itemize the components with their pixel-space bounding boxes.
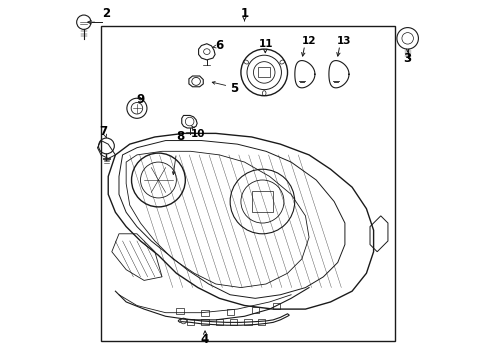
Bar <box>273 303 280 309</box>
Text: 12: 12 <box>301 36 316 46</box>
Text: 11: 11 <box>258 40 273 49</box>
Bar <box>101 26 394 341</box>
Text: 8: 8 <box>176 130 183 144</box>
Text: 6: 6 <box>215 39 223 52</box>
Bar <box>201 319 208 325</box>
Text: 5: 5 <box>229 82 237 95</box>
Bar <box>201 310 208 316</box>
Text: 9: 9 <box>136 93 144 106</box>
Text: 10: 10 <box>190 129 204 139</box>
Bar <box>226 309 233 315</box>
Text: 7: 7 <box>99 125 107 138</box>
Bar <box>230 319 237 325</box>
Text: 4: 4 <box>201 333 209 346</box>
Text: 2: 2 <box>102 7 110 20</box>
Bar <box>258 67 270 77</box>
Text: 13: 13 <box>336 36 351 46</box>
Bar <box>215 319 223 325</box>
Bar <box>251 191 273 212</box>
Bar <box>258 319 265 325</box>
Text: 1: 1 <box>240 7 248 20</box>
Bar <box>176 308 183 314</box>
Text: 3: 3 <box>403 51 411 64</box>
Bar <box>187 319 194 325</box>
Bar <box>251 307 258 313</box>
Bar <box>244 319 251 325</box>
